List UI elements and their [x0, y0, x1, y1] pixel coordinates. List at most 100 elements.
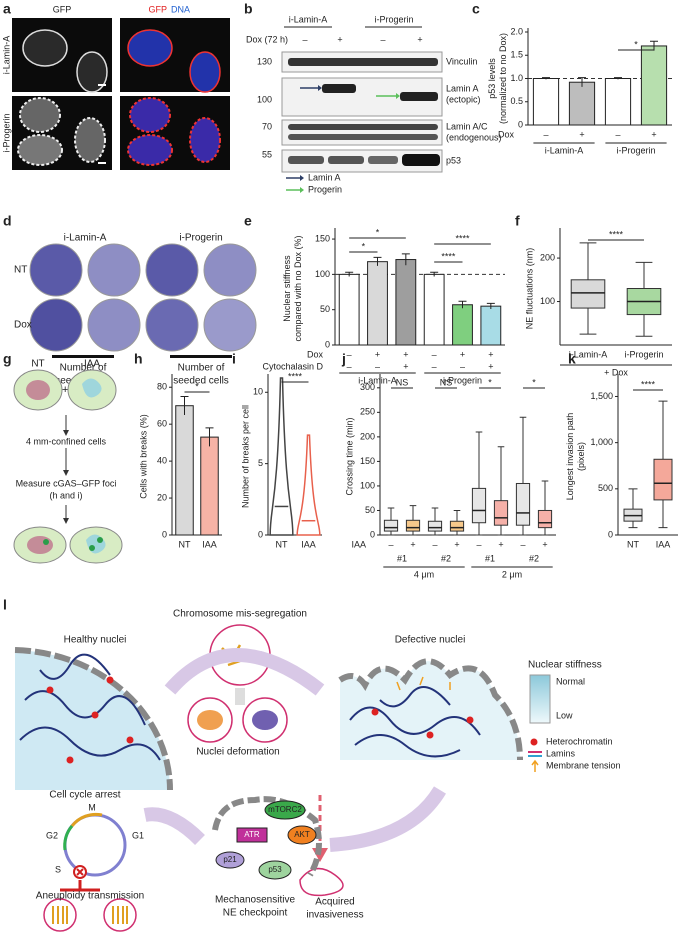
model-schematic-part: [103, 898, 137, 932]
model-schematic-part: [529, 674, 551, 724]
colony-plates-part: [170, 355, 232, 358]
micrographs: [12, 18, 230, 170]
subgroup-label: #2: [529, 553, 539, 563]
model-schematic-part: [91, 711, 99, 719]
panel-label: h: [134, 351, 143, 367]
box: [653, 458, 673, 501]
model-schematic-part: [66, 756, 74, 764]
model-schematic-part: [70, 812, 103, 827]
significance-label: *: [362, 241, 366, 251]
y-tick-label: 50: [365, 505, 375, 515]
model-schematic-part: [264, 800, 306, 820]
y-axis-label: NE fluctuations (nm): [524, 248, 534, 330]
y-tick-label: 1,000: [590, 437, 613, 447]
model-schematic-part: [258, 860, 292, 880]
row-label: NT: [14, 265, 27, 276]
mw-marker: 130: [257, 56, 272, 66]
schematic-label: Cell cycle arrest: [49, 790, 120, 801]
schematic-label: NE checkpoint: [223, 908, 288, 919]
micrographs-part: [127, 134, 173, 166]
bar: [452, 304, 473, 346]
western-blot-part: [300, 187, 304, 193]
workflow-diagram-part: [63, 470, 69, 476]
panel-label: b: [244, 1, 253, 17]
legend-title: Nuclear stiffness: [528, 660, 602, 671]
condition-sign: –: [432, 349, 437, 359]
bar: [395, 259, 417, 346]
model-schematic-part: [19, 653, 161, 761]
x-tick-label: i-Lamin-A: [569, 349, 608, 359]
x-tick-label: NT: [276, 539, 288, 549]
group-label: 2 μm: [502, 569, 522, 579]
y-tick-label: 40: [157, 455, 167, 465]
subgroup-label: #1: [397, 553, 407, 563]
violin: [296, 434, 321, 536]
workflow-diagram-part: +: [62, 384, 68, 396]
y-tick-label: 500: [598, 483, 613, 493]
error-bar: [430, 271, 439, 277]
x-tick-label: –: [388, 539, 393, 549]
workflow-diagram-part: [63, 518, 69, 524]
model-schematic-part: [43, 898, 77, 932]
condition-sign: +: [375, 349, 380, 359]
bar: [367, 261, 388, 346]
mw-marker: 70: [262, 121, 272, 131]
protein-label: p21: [223, 855, 237, 864]
protein-label: ATR: [244, 830, 260, 839]
x-tick-label: –: [615, 129, 620, 139]
x-tick-label: NT: [627, 539, 639, 549]
colony-plates-part: [145, 298, 199, 352]
x-tick-label: i-Progerin: [624, 349, 663, 359]
colony-plates-part: [203, 298, 257, 352]
bar: [175, 405, 194, 536]
y-tick-label: 0: [325, 339, 330, 349]
y-tick-label: 60: [157, 419, 167, 429]
workflow-diagram-part: [27, 536, 53, 554]
significance-label: *: [488, 377, 492, 387]
model-schematic-part: [14, 647, 173, 791]
western-blot-part: [368, 156, 398, 164]
x-tick-label: IAA: [301, 539, 316, 549]
model-schematic-part: [197, 710, 223, 730]
condition-label: IAA: [84, 359, 100, 370]
colony-plates-part: [203, 243, 257, 297]
significance-label: ****: [288, 371, 303, 381]
micrographs-part: [189, 117, 221, 163]
condition-sign: –: [460, 361, 465, 371]
micrographs-part: [76, 51, 108, 93]
group-label: i-Progerin: [616, 145, 655, 155]
column-label: GFP: [148, 4, 167, 14]
y-tick-label: 0.5: [510, 96, 523, 106]
model-schematic-part: [15, 650, 171, 790]
condition-label: Dox: [307, 349, 324, 359]
row-label: i-Lamin-A: [1, 36, 11, 75]
colony-plates-part: [29, 243, 83, 297]
legend-label: Progerin: [308, 184, 342, 194]
bar: [640, 45, 668, 126]
protein-label: AKT: [294, 830, 310, 839]
model-schematic-part: [466, 716, 474, 724]
x-tick-label: NT: [179, 539, 191, 549]
box: [570, 279, 606, 309]
column-label: GFP: [53, 4, 72, 14]
significance-label: *: [634, 39, 638, 49]
x-tick-label: +: [498, 539, 503, 549]
condition-sign: +: [488, 361, 493, 371]
western-blot-part: [402, 154, 440, 166]
schematic-label: Aneuploidy transmission: [36, 891, 144, 902]
box: [405, 519, 421, 532]
colony-plates-part: [145, 243, 199, 297]
error-bar: [542, 77, 550, 80]
bar: [480, 305, 502, 346]
phase-label: G1: [132, 830, 144, 840]
model-schematic-part: [531, 759, 539, 772]
error-bar: [458, 300, 467, 309]
y-tick-label: 150: [360, 456, 375, 466]
axis-label: Number of: [178, 363, 225, 374]
condition-sign: +: [488, 349, 493, 359]
model-schematic-part: [329, 786, 447, 852]
micrographs-part: [98, 162, 106, 164]
schematic-label: Defective nuclei: [395, 635, 466, 646]
step-label: 4 mm-confined cells: [26, 436, 107, 446]
